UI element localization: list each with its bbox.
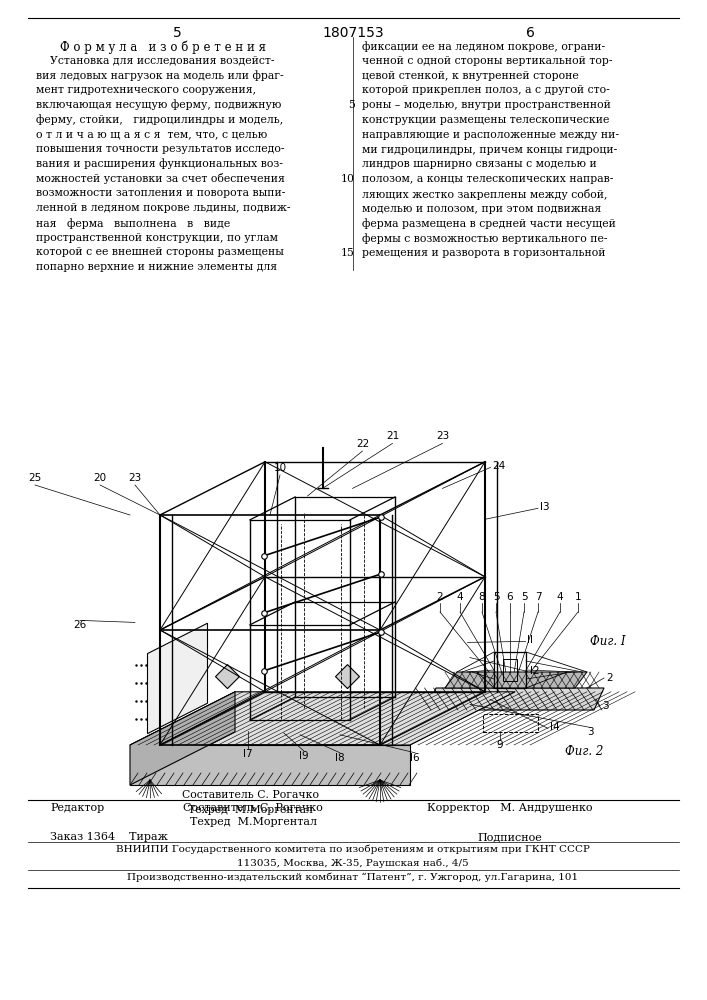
Text: Техред  М.Моргентал: Техред М.Моргентал [189,817,317,827]
Text: I8: I8 [335,753,345,763]
Text: 23: 23 [129,473,141,483]
Text: 2: 2 [606,673,613,683]
Text: которой с ее внешней стороны размещены: которой с ее внешней стороны размещены [36,247,284,257]
Text: II: II [527,635,534,645]
Polygon shape [130,692,235,785]
Text: фиксации ее на ледяном покрове, ограни-: фиксации ее на ледяном покрове, ограни- [362,41,605,52]
Text: 9: 9 [497,740,503,750]
Text: 8: 8 [479,592,485,602]
Text: Производственно-издательский комбинат “Патент”, г. Ужгород, ул.Гагарина, 101: Производственно-издательский комбинат “П… [127,873,578,882]
Text: вания и расширения функциональных воз-: вания и расширения функциональных воз- [36,159,283,169]
Text: мент гидротехнического сооружения,: мент гидротехнического сооружения, [36,85,256,95]
Text: 6: 6 [507,592,513,602]
Text: Составитель С. Рогачко: Составитель С. Рогачко [183,803,323,813]
Polygon shape [130,692,515,745]
Text: Фиг. I: Фиг. I [590,635,626,648]
Text: ленной в ледяном покрове льдины, подвиж-: ленной в ледяном покрове льдины, подвиж- [36,203,291,213]
Text: повышения точности результатов исследо-: повышения точности результатов исследо- [36,144,284,154]
Text: моделью и полозом, при этом подвижная: моделью и полозом, при этом подвижная [362,204,601,214]
Text: возможности затопления и поворота выпи-: возможности затопления и поворота выпи- [36,188,286,198]
Text: 1807153: 1807153 [322,26,384,40]
Text: ченной с одной стороны вертикальной тор-: ченной с одной стороны вертикальной тор- [362,56,612,66]
Text: ми гидроцилиндры, причем концы гидроци-: ми гидроцилиндры, причем концы гидроци- [362,145,617,155]
Text: Техред  М.Моргентал: Техред М.Моргентал [187,805,312,815]
Text: роны – моделью, внутри пространственной: роны – моделью, внутри пространственной [362,100,611,110]
Text: 3: 3 [602,701,609,711]
Polygon shape [130,745,410,785]
Text: 10: 10 [274,463,286,473]
Text: 22: 22 [356,439,369,449]
Text: ремещения и разворота в горизонтальной: ремещения и разворота в горизонтальной [362,248,605,258]
Polygon shape [148,623,207,734]
Text: 6: 6 [525,26,534,40]
Text: 113035, Москва, Ж-35, Раушская наб., 4/5: 113035, Москва, Ж-35, Раушская наб., 4/5 [237,859,469,868]
Text: 24: 24 [493,461,506,471]
Text: вия ледовых нагрузок на модель или фраг-: вия ледовых нагрузок на модель или фраг- [36,70,284,81]
Text: 25: 25 [28,473,42,483]
Text: можностей установки за счет обеспечения: можностей установки за счет обеспечения [36,173,285,184]
Text: ВНИИПИ Государственного комитета по изобретениям и открытиям при ГКНТ СССР: ВНИИПИ Государственного комитета по изоб… [116,845,590,854]
Text: 2: 2 [437,592,443,602]
Text: 5: 5 [348,100,355,110]
Text: Корректор   М. Андрушенко: Корректор М. Андрушенко [427,803,592,813]
Text: включающая несущую ферму, подвижную: включающая несущую ферму, подвижную [36,99,281,110]
Text: I6: I6 [410,753,420,763]
Text: ферму, стойки,   гидроцилиндры и модель,: ферму, стойки, гидроцилиндры и модель, [36,114,284,125]
Text: I4: I4 [550,722,560,732]
Text: 20: 20 [93,473,107,483]
Text: Фиг. 2: Фиг. 2 [565,745,603,758]
Text: Редактор: Редактор [50,803,104,813]
Text: Заказ 1364    Тираж: Заказ 1364 Тираж [50,832,168,842]
Text: пространственной конструкции, по углам: пространственной конструкции, по углам [36,233,278,243]
Polygon shape [426,688,604,710]
Text: конструкции размещены телескопические: конструкции размещены телескопические [362,115,609,125]
Text: ферма размещена в средней части несущей: ферма размещена в средней части несущей [362,219,616,229]
Text: I3: I3 [540,502,549,512]
Text: I7: I7 [243,749,252,759]
Text: I2: I2 [530,666,539,676]
Text: линдров шарнирно связаны с моделью и: линдров шарнирно связаны с моделью и [362,159,597,169]
Text: направляющие и расположенные между ни-: направляющие и расположенные между ни- [362,130,619,140]
Text: I9: I9 [299,751,308,761]
Text: ная   ферма   выполнена   в   виде: ная ферма выполнена в виде [36,218,230,229]
Text: 5: 5 [173,26,182,40]
Text: 5: 5 [520,592,527,602]
Polygon shape [216,665,240,689]
Bar [494,652,526,688]
Polygon shape [336,665,359,689]
Text: попарно верхние и нижние элементы для: попарно верхние и нижние элементы для [36,262,277,272]
Polygon shape [445,672,587,688]
Text: Составитель С. Рогачко: Составитель С. Рогачко [182,790,318,800]
Text: 15: 15 [341,248,355,258]
Text: 10: 10 [341,174,355,184]
Bar [503,659,517,681]
Bar [483,714,538,732]
Text: фермы с возможностью вертикального пе-: фермы с возможностью вертикального пе- [362,233,607,244]
Text: которой прикреплен полоз, а с другой сто-: которой прикреплен полоз, а с другой сто… [362,85,609,95]
Text: 4: 4 [556,592,563,602]
Text: цевой стенкой, к внутренней стороне: цевой стенкой, к внутренней стороне [362,71,579,81]
Text: 7: 7 [534,592,542,602]
Text: Подписное: Подписное [478,832,542,842]
Text: ляющих жестко закреплены между собой,: ляющих жестко закреплены между собой, [362,189,607,200]
Text: 5: 5 [493,592,499,602]
Text: 26: 26 [74,620,87,630]
Text: Ф о р м у л а   и з о б р е т е н и я: Ф о р м у л а и з о б р е т е н и я [60,41,266,54]
Text: 21: 21 [386,431,399,441]
Text: полозом, а концы телескопических направ-: полозом, а концы телескопических направ- [362,174,614,184]
Text: о т л и ч а ю щ а я с я  тем, что, с целью: о т л и ч а ю щ а я с я тем, что, с цель… [36,129,267,139]
Text: 1: 1 [575,592,581,602]
Text: 4: 4 [457,592,463,602]
Text: Установка для исследования воздейст-: Установка для исследования воздейст- [36,55,274,65]
Text: 23: 23 [436,431,449,441]
Text: 3: 3 [587,727,593,737]
